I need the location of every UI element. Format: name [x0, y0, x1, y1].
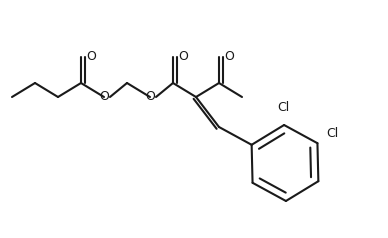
Text: Cl: Cl	[327, 127, 339, 140]
Text: O: O	[178, 50, 188, 64]
Text: O: O	[86, 50, 96, 64]
Text: Cl: Cl	[277, 100, 290, 114]
Text: O: O	[99, 90, 109, 104]
Text: O: O	[224, 50, 234, 64]
Text: O: O	[145, 90, 155, 104]
